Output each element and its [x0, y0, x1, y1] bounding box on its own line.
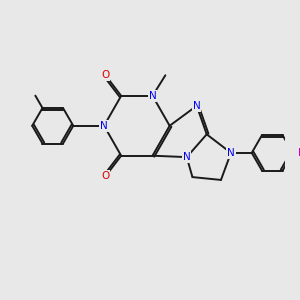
Text: O: O [101, 70, 110, 80]
Text: N: N [149, 91, 156, 101]
Text: N: N [183, 152, 190, 162]
Text: N: N [193, 101, 201, 111]
Text: F: F [298, 148, 300, 158]
Text: O: O [101, 171, 110, 181]
Text: N: N [227, 148, 235, 158]
Text: N: N [100, 121, 108, 131]
